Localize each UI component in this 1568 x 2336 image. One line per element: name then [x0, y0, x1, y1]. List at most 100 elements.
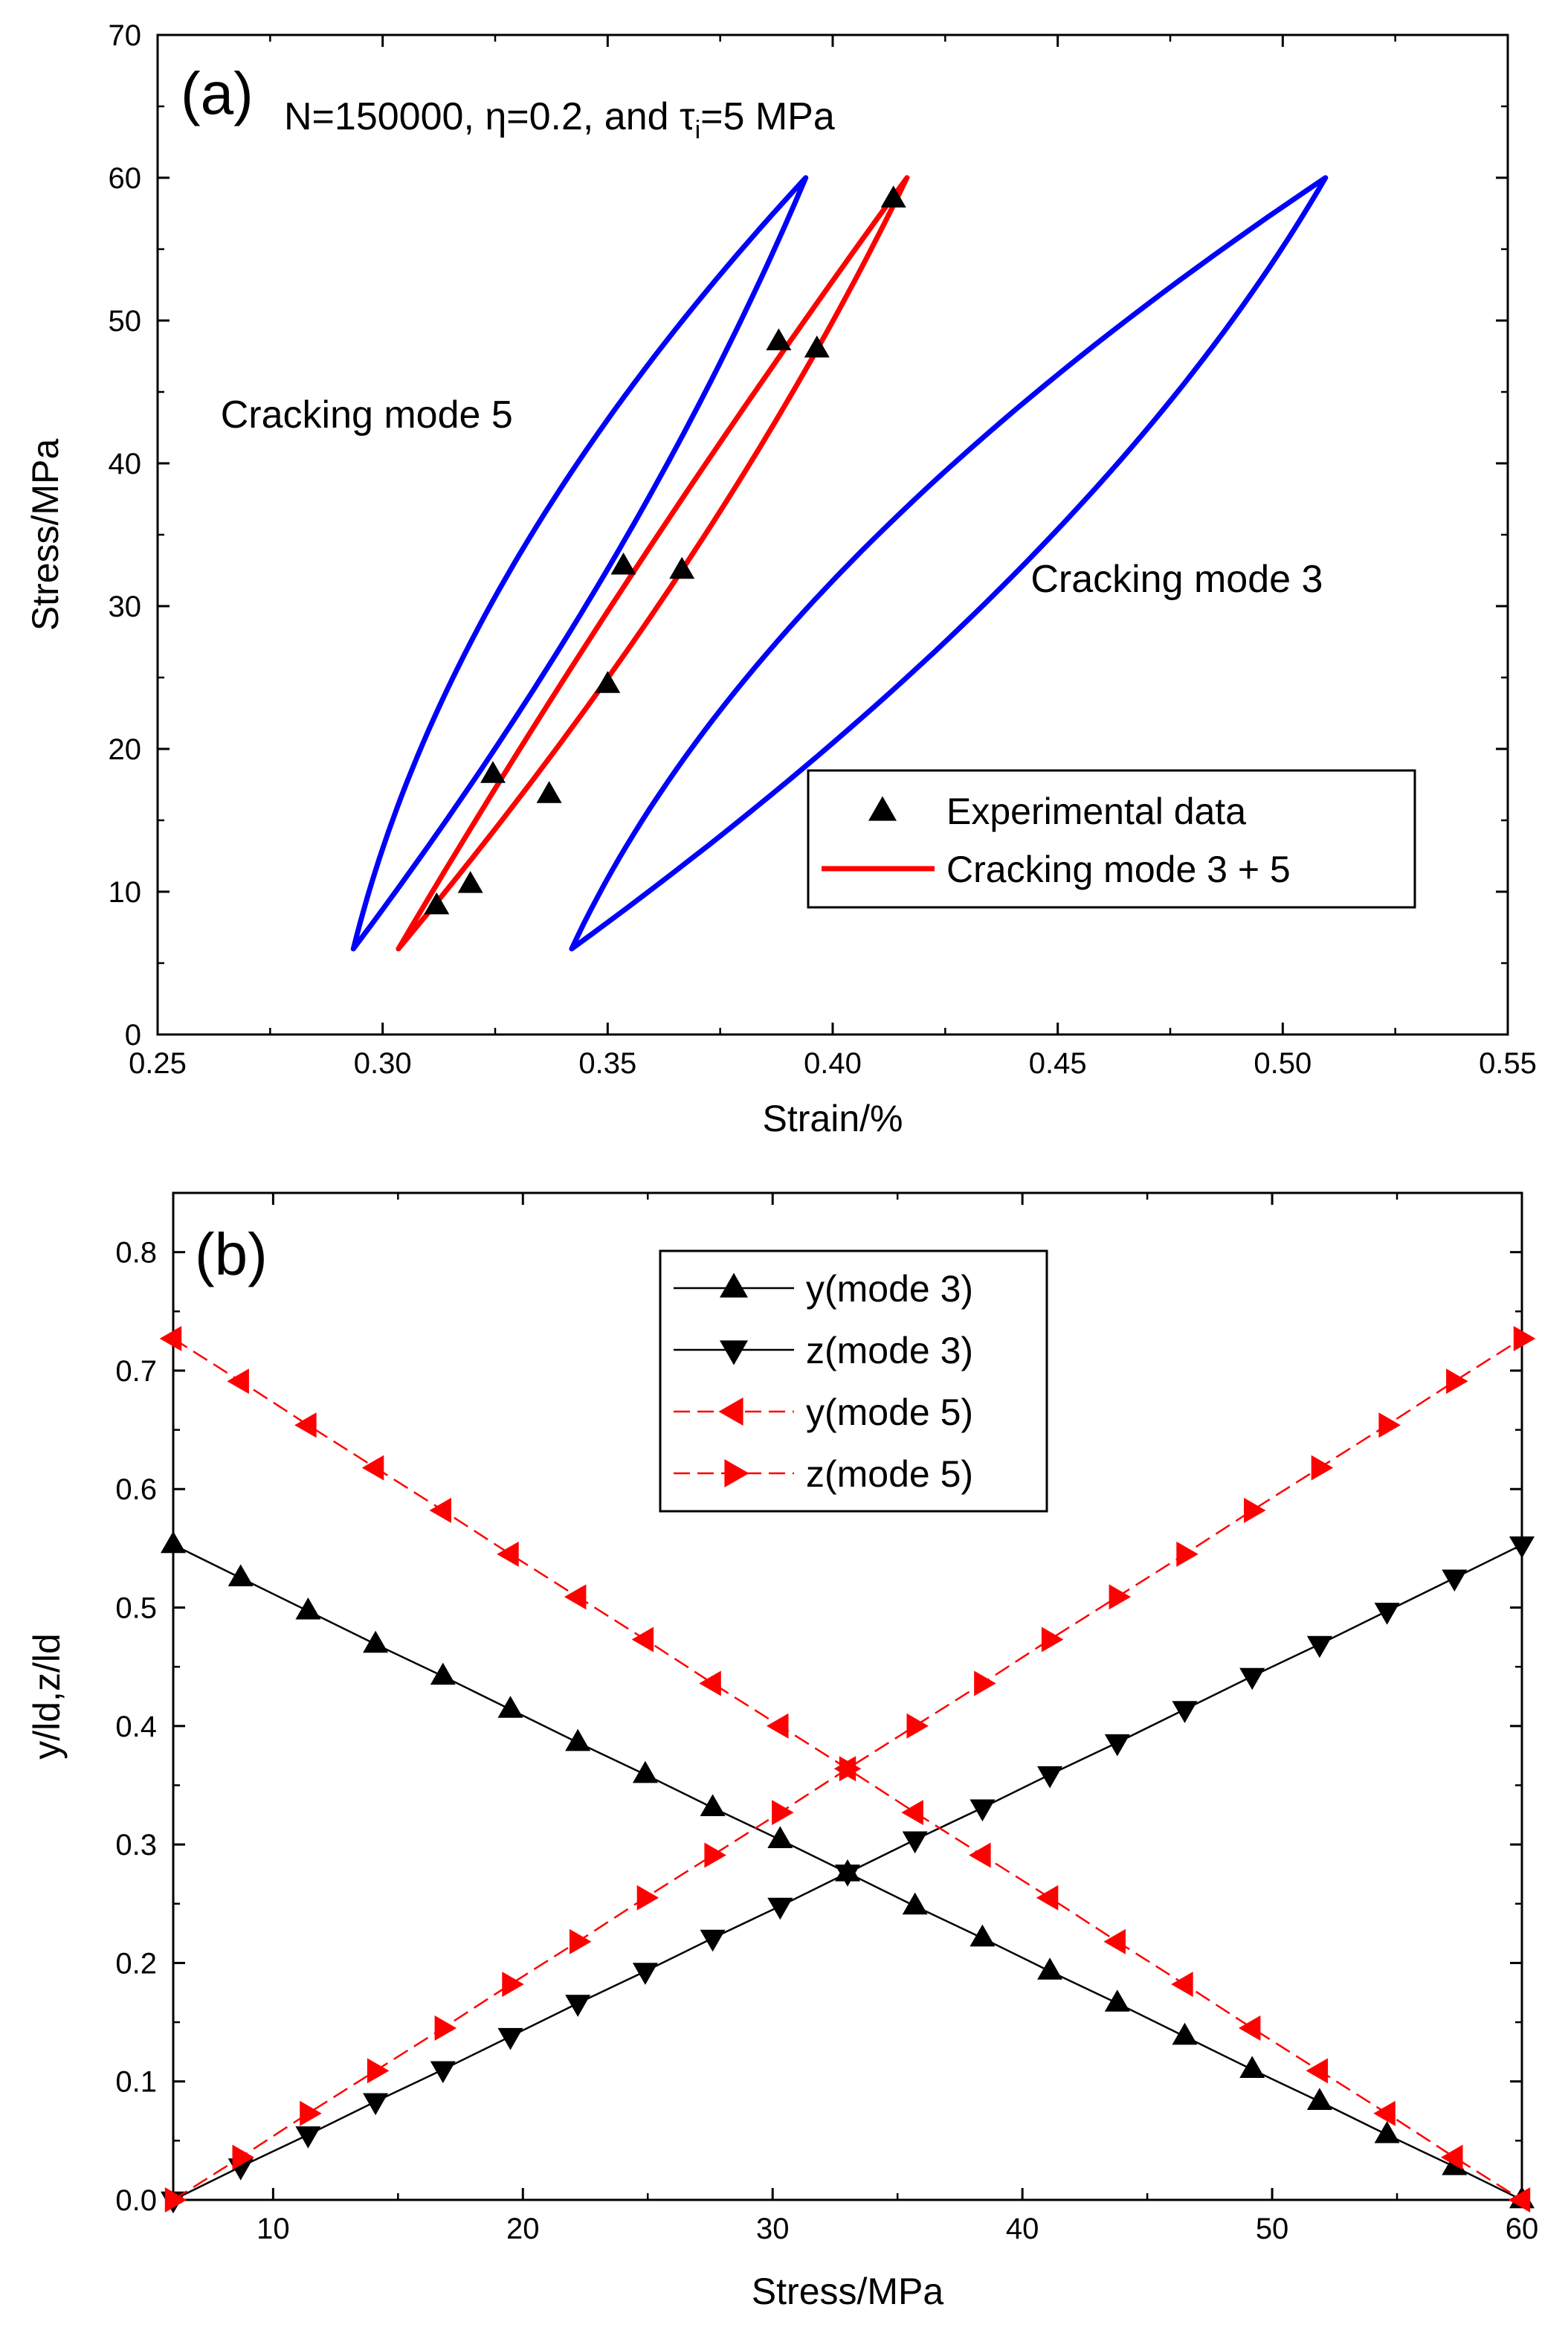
x-axis-title-b: Stress/MPa [752, 2271, 944, 2312]
legend-label-b: z(mode 3) [806, 1330, 973, 1371]
data-point [969, 1924, 996, 1947]
legend-label-b: y(mode 5) [806, 1391, 973, 1433]
x-axis-title-a: Strain/% [763, 1098, 903, 1139]
data-point [1513, 1325, 1536, 1351]
data-point [1103, 1928, 1126, 1954]
y-tick-label-b: 0.1 [115, 2066, 157, 2099]
data-point [1104, 1989, 1130, 2012]
data-point [1306, 1635, 1332, 1658]
legend-marker-b [720, 1272, 748, 1298]
data-point [228, 1564, 254, 1586]
x-tick-label-a: 0.25 [129, 1047, 187, 1080]
data-point [363, 2093, 389, 2116]
experimental-point [610, 552, 636, 575]
data-point [232, 2144, 254, 2170]
data-point [1036, 1885, 1059, 1911]
data-point [700, 1794, 726, 1816]
experimental-point [536, 781, 562, 803]
data-point [1373, 2100, 1396, 2126]
data-point [772, 1800, 794, 1826]
data-point [429, 1497, 451, 1523]
legend-box-a [807, 769, 1416, 909]
y-tick-label-a: 20 [109, 733, 142, 766]
data-point [295, 1597, 321, 1620]
legend-label-mode-3-5: Cracking mode 3 + 5 [946, 849, 1291, 890]
data-point [161, 1531, 186, 1554]
y-tick-label-a: 70 [109, 19, 142, 52]
data-point [767, 1826, 793, 1848]
data-point [906, 1713, 929, 1739]
data-point [295, 2126, 321, 2149]
data-point [497, 1541, 519, 1567]
panel-a: 0.25 0.30 0.35 0.40 0.45 0.50 0.55 0 10 20 30 40 50 6… [25, 19, 1537, 1139]
legend-label-experimental: Experimental data [946, 791, 1246, 832]
data-point [164, 2187, 187, 2213]
experimental-point [880, 185, 906, 207]
data-point [632, 1760, 658, 1783]
data-point [839, 1756, 862, 1782]
data-point [300, 2100, 322, 2126]
experimental-point [766, 328, 792, 350]
x-tick-label-a: 0.50 [1254, 1047, 1311, 1080]
data-point [1109, 1584, 1132, 1610]
data-point [434, 2015, 457, 2041]
annotation-label: Cracking mode 3 [1030, 558, 1323, 601]
x-tick-label-b: 20 [506, 2213, 540, 2245]
x-tick-label-b: 10 [257, 2213, 290, 2245]
data-point [767, 1897, 793, 1920]
loop-cracking-mode-5 [350, 175, 809, 952]
legend-marker-b [718, 1397, 743, 1426]
y-tick-label-a: 40 [109, 448, 142, 480]
y-tick-label-b: 0.2 [115, 1947, 157, 1980]
x-tick-label-b: 40 [1006, 2213, 1039, 2245]
data-point [1037, 1766, 1063, 1789]
data-point [704, 1842, 726, 1868]
panel-b: 10 20 30 40 50 60 0.0 0.1 0.2 0.3 0.4 0.5 0.6 0.7 0.8 S… [26, 1191, 1539, 2312]
y-tick-label-a: 50 [109, 305, 142, 338]
data-point [1378, 1412, 1401, 1438]
data-point [363, 1630, 389, 1653]
y-tick-label-b: 0.8 [115, 1237, 157, 1270]
x-tick-label-a: 0.40 [804, 1047, 862, 1080]
experimental-point [669, 556, 695, 579]
data-point [1509, 1536, 1535, 1559]
y-tick-label-b: 0.3 [115, 1829, 157, 1862]
data-point [1374, 1603, 1400, 1625]
y-axis-title-b: y/ld,z/ld [26, 1633, 68, 1760]
y-axis-title-a: Stress/MPa [25, 439, 66, 631]
legend-marker-b [720, 1340, 748, 1365]
data-point [632, 1963, 658, 1985]
y-tick-label-a: 10 [109, 876, 142, 909]
y-tick-label-a: 30 [109, 591, 142, 623]
data-point [1311, 1455, 1334, 1481]
x-tick-label-a: 0.30 [354, 1047, 412, 1080]
y-tick-label-b: 0.7 [115, 1355, 157, 1388]
y-tick-label-a: 60 [109, 162, 142, 195]
data-point [1374, 2121, 1400, 2143]
data-point [1244, 1497, 1266, 1523]
data-point [430, 2061, 456, 2084]
data-point [1172, 2022, 1198, 2045]
panel-label-b: (b) [195, 1221, 268, 1287]
x-tick-label-b: 60 [1506, 2213, 1539, 2245]
data-point [835, 1864, 860, 1887]
y-tick-label-b: 0.0 [115, 2184, 157, 2217]
data-point [565, 1995, 591, 2017]
data-point [564, 1584, 587, 1610]
data-point [159, 1325, 182, 1351]
data-point [631, 1626, 654, 1653]
data-point [700, 1929, 726, 1952]
legend-label-b: z(mode 5) [806, 1453, 973, 1495]
data-point [969, 1799, 996, 1822]
data-point [901, 1800, 923, 1826]
data-point [1037, 1957, 1063, 1980]
x-tick-label-a: 0.45 [1029, 1047, 1087, 1080]
data-point [502, 1972, 524, 1998]
data-point [699, 1670, 721, 1696]
data-point [974, 1670, 996, 1696]
x-tick-label-a: 0.35 [578, 1047, 636, 1080]
loop-cracking-mode-3 [569, 175, 1329, 952]
data-point [497, 2027, 523, 2050]
legend-label-b: y(mode 3) [806, 1268, 973, 1310]
